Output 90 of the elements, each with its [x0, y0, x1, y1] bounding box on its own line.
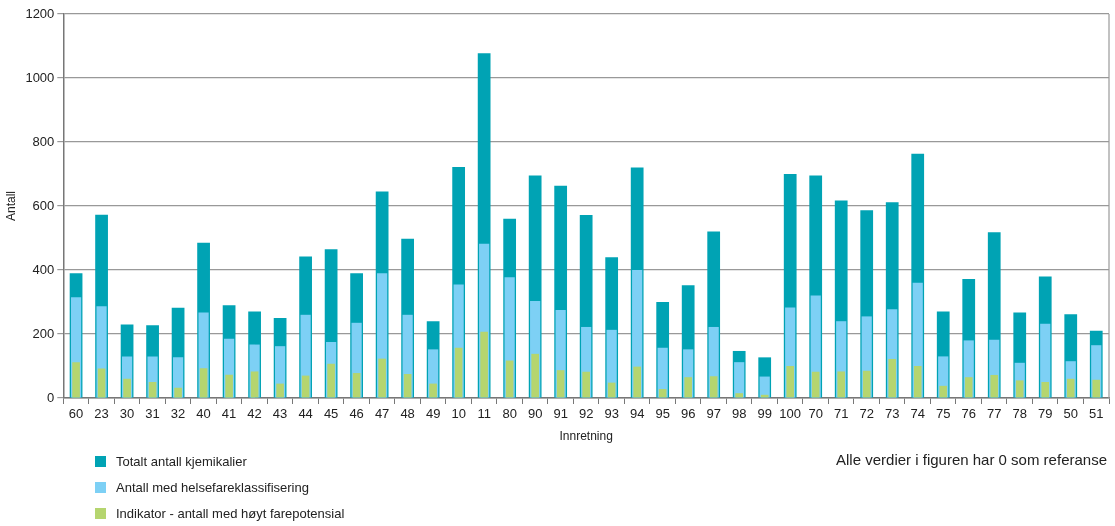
x-tick-label: 73 — [884, 406, 900, 422]
bar — [327, 363, 335, 398]
bar — [429, 383, 437, 398]
bar — [939, 385, 948, 398]
y-tick-label: 1200 — [25, 5, 55, 21]
x-tick-label: 90 — [527, 406, 543, 422]
bar — [582, 371, 590, 398]
bar — [1066, 378, 1075, 398]
bar — [684, 377, 692, 398]
x-tick-label: 49 — [425, 406, 441, 422]
x-tick-label: 11 — [477, 406, 491, 422]
x-tick-label: 10 — [451, 406, 466, 422]
bar — [837, 371, 846, 398]
x-tick-label: 99 — [757, 406, 772, 422]
legend-label: Antall med helsefareklassifisering — [116, 479, 309, 495]
bar — [556, 370, 565, 398]
x-tick-label: 47 — [374, 406, 390, 422]
y-tick-label: 600 — [32, 197, 55, 213]
x-tick-label: 72 — [859, 406, 874, 422]
bar — [1041, 382, 1050, 398]
bar — [250, 371, 259, 398]
bar — [811, 371, 820, 398]
x-tick-label: 76 — [961, 406, 976, 422]
x-tick-label: 45 — [323, 406, 339, 422]
x-tick-label: 31 — [145, 406, 160, 422]
bar — [531, 353, 539, 398]
bar — [888, 358, 897, 398]
bar — [734, 362, 745, 398]
x-tick-label: 93 — [604, 406, 619, 422]
bar — [378, 358, 386, 398]
x-tick-label: 41 — [221, 406, 237, 422]
text: Alle verdier i figuren har 0 som referanse — [836, 451, 1107, 468]
bar — [633, 366, 641, 398]
x-tick-label: 71 — [833, 406, 849, 422]
bar — [735, 393, 744, 398]
x-tick-label: 50 — [1063, 406, 1078, 422]
x-tick-label: 42 — [247, 406, 262, 422]
y-tick-label: 0 — [47, 389, 55, 405]
x-tick-label: 40 — [196, 406, 211, 422]
x-tick-label: 98 — [731, 406, 747, 422]
x-tick-label: 92 — [578, 406, 594, 422]
bar — [1092, 379, 1101, 398]
y-tick-label: 1000 — [25, 69, 55, 85]
legend-label: Totalt antall kjemikalier — [116, 453, 247, 469]
bar — [759, 376, 770, 398]
bar — [454, 347, 463, 398]
bar — [174, 387, 182, 398]
x-tick-label: 32 — [170, 406, 186, 422]
bar — [480, 331, 488, 398]
x-tick-label: 75 — [935, 406, 951, 422]
bar — [225, 374, 233, 398]
x-tick-label: 74 — [910, 406, 925, 422]
x-tick-label: 97 — [706, 406, 721, 422]
x-tick-label: 78 — [1012, 406, 1027, 422]
x-tick-label: 77 — [987, 406, 1002, 422]
x-axis-title: Innretning — [559, 429, 613, 444]
x-tick-label: 60 — [68, 406, 84, 422]
bar — [352, 373, 361, 398]
x-tick-label: 51 — [1089, 406, 1104, 422]
x-tick-label: 30 — [119, 406, 135, 422]
x-tick-label: 80 — [502, 406, 517, 422]
bar — [964, 377, 973, 398]
x-tick-label: 44 — [298, 406, 313, 422]
bar — [1015, 380, 1024, 398]
bar — [403, 374, 412, 398]
x-tick-label: 46 — [349, 406, 364, 422]
bar — [786, 366, 795, 398]
y-tick-label: 200 — [32, 325, 55, 341]
bar — [72, 362, 80, 398]
bar — [709, 376, 718, 398]
x-tick-label: 94 — [629, 406, 645, 422]
x-tick-label: 96 — [680, 406, 696, 422]
x-tick-label: 43 — [272, 406, 288, 422]
x-tick-label: 48 — [400, 406, 415, 422]
bar — [123, 378, 131, 398]
x-tick-label: 95 — [655, 406, 670, 422]
bar — [913, 366, 922, 398]
y-tick-label: 400 — [32, 261, 55, 277]
bar — [276, 383, 284, 398]
bar — [990, 374, 999, 398]
bar — [862, 370, 871, 398]
x-tick-label: 70 — [808, 406, 823, 422]
x-tick-label: 79 — [1038, 406, 1053, 422]
y-axis-title: Antall — [3, 190, 18, 222]
x-tick-label: 23 — [94, 406, 109, 422]
x-tick-label: 100 — [779, 406, 802, 422]
x-tick-label: 91 — [553, 406, 568, 422]
legend-label: Indikator - antall med høyt farepotensial — [116, 505, 345, 521]
bar — [199, 368, 208, 398]
y-tick-label: 800 — [32, 133, 55, 149]
